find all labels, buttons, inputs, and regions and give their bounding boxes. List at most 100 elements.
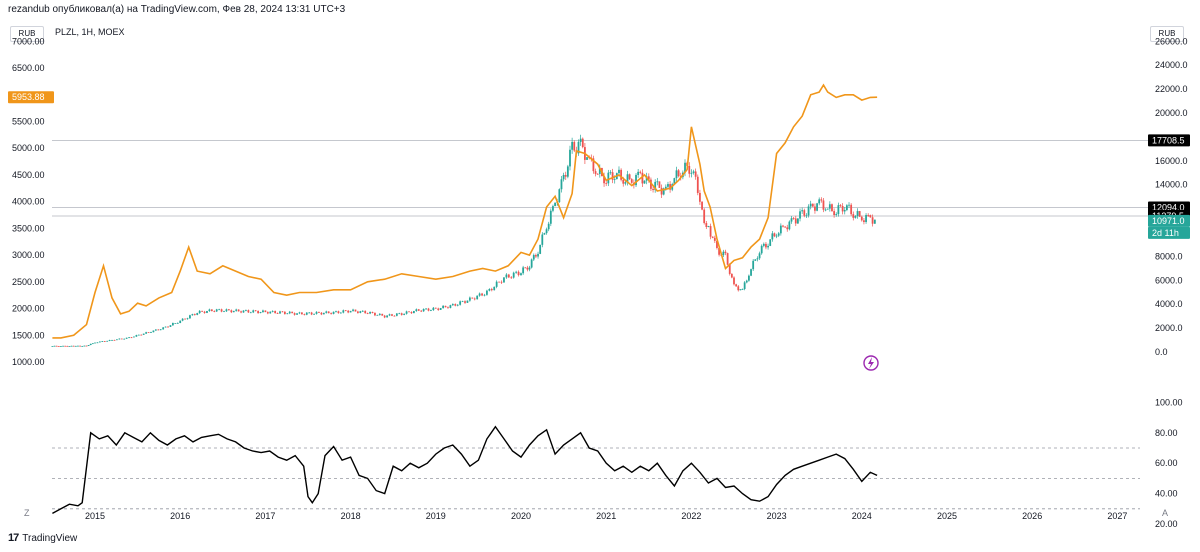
candle-body	[863, 220, 865, 223]
candle-body	[432, 307, 435, 311]
candle-body	[259, 312, 262, 314]
candle-body	[641, 172, 644, 184]
candle-body	[526, 267, 529, 270]
candle-body	[72, 345, 75, 347]
candle-body	[722, 251, 725, 256]
candle-body	[116, 339, 118, 341]
candle-body	[159, 329, 162, 331]
candle-body	[495, 281, 498, 287]
candle-body	[532, 255, 535, 260]
candle-body	[662, 188, 665, 195]
candle-body	[794, 218, 797, 224]
candle-body	[354, 309, 357, 312]
candle-body	[288, 311, 291, 314]
right-tick-label: 14000.0	[1155, 180, 1188, 190]
candle-body	[603, 176, 605, 184]
candle-body	[60, 346, 62, 347]
oscillator-line	[52, 425, 878, 515]
candle-body	[344, 310, 347, 312]
candle-body	[230, 310, 233, 313]
candle-body	[327, 311, 330, 314]
candle-body	[684, 162, 686, 173]
candle-body	[201, 310, 204, 312]
price-badge-label: 2d 11h	[1152, 228, 1179, 238]
candle-body	[167, 326, 169, 328]
candle-body	[68, 346, 71, 347]
candle-body	[598, 168, 601, 174]
candle-body	[647, 176, 650, 180]
right-tick-label: 24000.0	[1155, 60, 1188, 70]
candle-body	[70, 345, 73, 347]
candle-body	[271, 310, 274, 312]
candle-body	[240, 311, 242, 313]
candle-body	[694, 171, 697, 177]
candle-body	[498, 281, 500, 283]
candle-body	[215, 309, 218, 312]
candle-body	[628, 174, 631, 180]
candle-body	[208, 309, 211, 312]
candle-body	[767, 245, 769, 248]
candle-body	[605, 183, 608, 185]
candle-body	[860, 216, 863, 221]
candle-body	[269, 311, 272, 314]
candle-body	[164, 326, 167, 328]
candle-body	[801, 210, 804, 212]
candlestick-series	[51, 134, 876, 347]
candle-body	[869, 215, 872, 218]
candle-body	[242, 310, 245, 313]
left-currency-button[interactable]: RUB	[10, 26, 44, 42]
candle-body	[618, 169, 620, 174]
candle-body	[822, 200, 825, 210]
candle-body	[118, 338, 121, 340]
candle-body	[839, 205, 842, 207]
candle-body	[782, 225, 784, 227]
candle-body	[220, 309, 223, 312]
candle-body	[530, 259, 533, 268]
candle-body	[245, 310, 247, 311]
candle-body	[476, 295, 479, 300]
candle-body	[837, 205, 840, 215]
candle-body	[594, 171, 597, 174]
candle-body	[841, 206, 844, 212]
candle-body	[558, 189, 561, 203]
publish-info: rezandub опубликовал(а) на TradingView.c…	[8, 4, 346, 15]
candle-body	[330, 313, 333, 314]
candle-body	[301, 312, 303, 315]
left-tick-label: 1000.00	[12, 357, 45, 367]
candle-body	[186, 318, 189, 320]
candle-body	[386, 315, 389, 318]
candle-body	[522, 267, 525, 274]
price-badge	[8, 91, 54, 104]
candle-body	[378, 313, 381, 315]
candle-body	[427, 308, 430, 311]
candle-body	[824, 209, 827, 211]
candle-body	[279, 311, 281, 314]
right-currency-button[interactable]: RUB	[1150, 26, 1184, 42]
candle-body	[539, 244, 542, 254]
candle-body	[237, 309, 240, 312]
candle-body	[652, 188, 654, 191]
candle-body	[381, 313, 384, 316]
candle-body	[728, 264, 731, 274]
candle-body	[528, 267, 531, 270]
candle-body	[171, 323, 174, 326]
candle-body	[547, 223, 550, 230]
candle-body	[147, 332, 150, 334]
candle-body	[811, 203, 814, 207]
candle-body	[733, 277, 735, 285]
zoom-button[interactable]: Z	[24, 508, 30, 518]
candle-body	[106, 340, 109, 342]
candle-body	[730, 273, 733, 278]
candle-body	[281, 311, 284, 313]
x-tick-label: 2021	[596, 511, 616, 521]
candle-body	[339, 312, 342, 314]
auto-scale-button[interactable]: A	[1162, 508, 1169, 518]
candle-body	[807, 206, 810, 216]
candle-body	[850, 204, 853, 215]
candle-body	[524, 267, 527, 269]
candle-body	[707, 226, 710, 227]
candle-body	[318, 311, 320, 313]
candle-body	[664, 186, 667, 189]
candle-body	[247, 310, 250, 313]
